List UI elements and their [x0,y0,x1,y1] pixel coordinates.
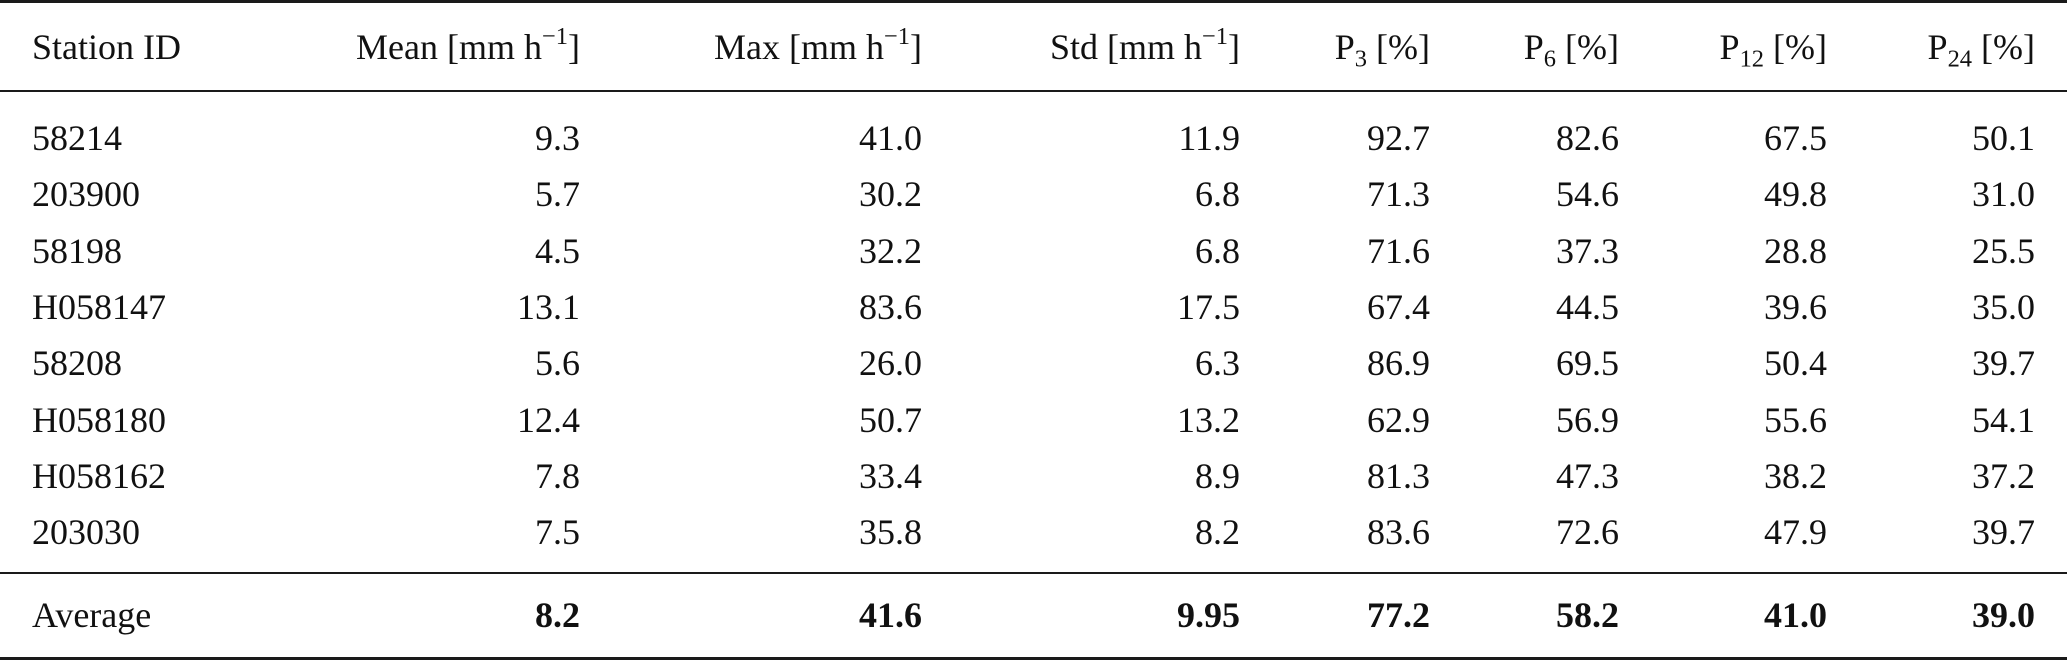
top-rule [0,0,2067,3]
header-rule [0,90,2067,92]
cell-p3: 81.3 [1367,455,1430,496]
cell-max: 83.6 [859,286,922,327]
cell-std: 13.2 [1177,399,1240,440]
cell-p6: 54.6 [1556,174,1619,215]
cell-station-id: 203030 [32,512,140,553]
table-row: 58208 5.6 26.0 6.3 86.9 69.5 50.4 39.7 [0,338,2067,388]
header-mean: Mean [mm h−1] [355,22,580,67]
table-row: H058180 12.4 50.7 13.2 62.9 56.9 55.6 54.1 [0,395,2067,445]
cell-p12: 55.6 [1764,399,1827,440]
cell-mean: 12.4 [517,399,580,440]
average-max: 41.6 [859,595,922,635]
cell-std: 6.8 [1195,230,1240,271]
cell-p12: 28.8 [1764,230,1827,271]
table-row: 203030 7.5 35.8 8.2 83.6 72.6 47.9 39.7 [0,507,2067,557]
cell-mean: 9.3 [535,118,580,158]
cell-p24: 37.2 [1972,455,2035,496]
cell-p3: 83.6 [1367,512,1430,553]
cell-mean: 4.5 [535,230,580,271]
average-separator-rule [0,572,2067,574]
header-station-id: Station ID [32,27,181,67]
average-mean: 8.2 [535,595,580,635]
cell-p24: 31.0 [1972,174,2035,215]
average-p12: 41.0 [1764,595,1827,635]
cell-max: 32.2 [859,230,922,271]
table-row: 203900 5.7 30.2 6.8 71.3 54.6 49.8 31.0 [0,169,2067,219]
header-p24: P24 [%] [1927,27,2035,73]
cell-station-id: H058162 [32,455,166,496]
cell-station-id: H058147 [32,286,166,327]
bottom-rule [0,657,2067,660]
cell-mean: 7.5 [535,512,580,553]
table-row: H058147 13.1 83.6 17.5 67.4 44.5 39.6 35.0 [0,282,2067,332]
cell-p6: 72.6 [1556,512,1619,553]
cell-max: 35.8 [859,512,922,553]
cell-p12: 38.2 [1764,455,1827,496]
cell-std: 11.9 [1178,118,1240,158]
cell-max: 33.4 [859,455,922,496]
cell-p3: 62.9 [1367,399,1430,440]
cell-station-id: H058180 [32,399,166,440]
cell-max: 30.2 [859,174,922,215]
table-row: 58198 4.5 32.2 6.8 71.6 37.3 28.8 25.5 [0,226,2067,276]
cell-p12: 49.8 [1764,174,1827,215]
cell-p24: 39.7 [1972,512,2035,553]
cell-max: 26.0 [859,343,922,384]
cell-p3: 86.9 [1367,343,1430,384]
header-p3: P3 [%] [1334,27,1430,73]
cell-mean: 5.6 [535,343,580,384]
cell-p6: 82.6 [1556,118,1619,158]
header-row: Station ID Mean [mm h−1] Max [mm h−1] St… [0,22,2067,72]
cell-p6: 37.3 [1556,230,1619,271]
cell-p12: 67.5 [1764,118,1827,158]
cell-p6: 69.5 [1556,343,1619,384]
cell-mean: 5.7 [535,174,580,215]
cell-p12: 50.4 [1764,343,1827,384]
cell-std: 8.2 [1195,512,1240,553]
cell-p24: 35.0 [1972,286,2035,327]
header-p6: P6 [%] [1523,27,1619,73]
average-std: 9.95 [1177,595,1240,635]
average-p24: 39.0 [1972,595,2035,635]
cell-p6: 56.9 [1556,399,1619,440]
cell-mean: 7.8 [535,455,580,496]
cell-p12: 47.9 [1764,512,1827,553]
cell-p24: 54.1 [1972,399,2035,440]
average-label: Average [32,595,152,635]
cell-station-id: 58198 [32,230,122,271]
cell-max: 41.0 [859,118,922,158]
cell-p3: 67.4 [1367,286,1430,327]
cell-station-id: 58214 [32,118,122,158]
cell-station-id: 58208 [32,343,122,384]
cell-mean: 13.1 [517,286,580,327]
cell-station-id: 203900 [32,174,140,215]
cell-std: 17.5 [1177,286,1240,327]
header-max: Max [mm h−1] [713,22,922,67]
cell-p6: 47.3 [1556,455,1619,496]
cell-std: 6.3 [1195,343,1240,384]
cell-p3: 92.7 [1367,118,1430,158]
cell-max: 50.7 [859,399,922,440]
cell-p24: 39.7 [1972,343,2035,384]
average-row: Average 8.2 41.6 9.95 77.2 58.2 41.0 39.… [0,590,2067,640]
average-p6: 58.2 [1556,595,1619,635]
cell-std: 8.9 [1195,455,1240,496]
cell-p12: 39.6 [1764,286,1827,327]
cell-p24: 50.1 [1972,118,2035,158]
table-row: H058162 7.8 33.4 8.9 81.3 47.3 38.2 37.2 [0,451,2067,501]
cell-p3: 71.3 [1367,174,1430,215]
cell-p6: 44.5 [1556,286,1619,327]
header-p12: P12 [%] [1719,27,1827,73]
average-p3: 77.2 [1367,595,1430,635]
cell-p3: 71.6 [1367,230,1430,271]
cell-p24: 25.5 [1972,230,2035,271]
cell-std: 6.8 [1195,174,1240,215]
table-row: 58214 9.3 41.0 11.9 92.7 82.6 67.5 50.1 [0,113,2067,163]
header-std: Std [mm h−1] [1049,22,1240,67]
